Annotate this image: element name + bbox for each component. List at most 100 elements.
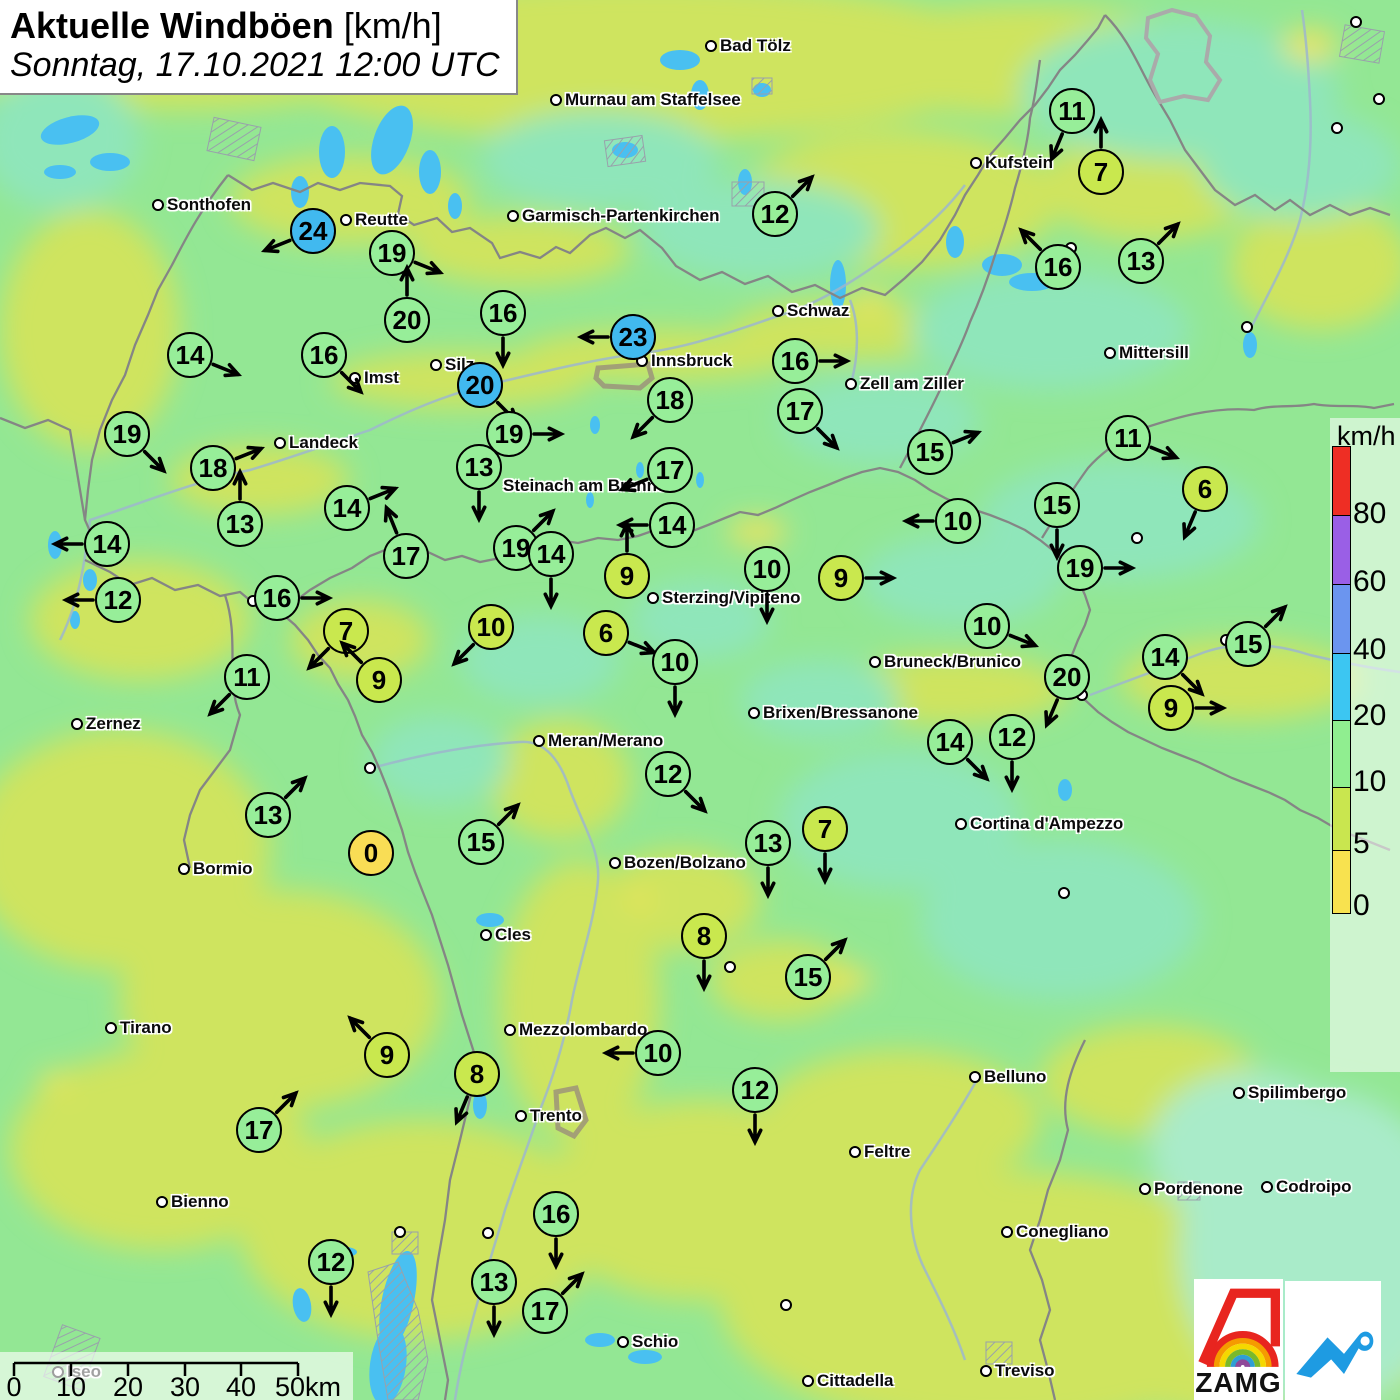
gust-value: 17 <box>785 395 815 426</box>
wind-gust-marker: 14 <box>528 531 574 577</box>
gust-value: 12 <box>103 584 133 615</box>
legend-tick: 5 <box>1353 827 1370 860</box>
wind-gust-marker: 13 <box>456 444 502 490</box>
city-dot <box>349 372 361 384</box>
wind-gust-marker: 20 <box>384 297 430 343</box>
wind-gust-marker: 13 <box>471 1259 517 1305</box>
wind-gust-marker: 15 <box>907 429 953 475</box>
city-dot <box>1331 122 1343 134</box>
wind-gust-marker: 23 <box>610 314 656 360</box>
wind-gust-marker: 9 <box>1148 685 1194 731</box>
legend-segment <box>1333 721 1350 788</box>
city-label: Cles <box>495 925 531 944</box>
legend-segment <box>1333 851 1350 913</box>
wind-gust-marker: 19 <box>486 411 532 457</box>
wind-gust-marker: 20 <box>1044 654 1090 700</box>
wind-gust-marker: 12 <box>308 1239 354 1285</box>
city-dot <box>1241 321 1253 333</box>
gust-value: 16 <box>780 345 810 376</box>
city-label: Mittersill <box>1119 343 1189 362</box>
legend-segment <box>1333 516 1350 585</box>
legend-tick: 40 <box>1353 633 1387 666</box>
city-label: Spilimbergo <box>1248 1083 1347 1102</box>
wind-gust-marker: 13 <box>217 501 263 547</box>
gust-value: 8 <box>696 920 712 951</box>
gust-value: 12 <box>760 198 790 229</box>
wind-gust-marker: 16 <box>772 338 818 384</box>
wind-gust-marker: 8 <box>681 913 727 959</box>
gust-value: 19 <box>112 418 142 449</box>
gust-value: 10 <box>476 611 506 642</box>
gust-value: 16 <box>262 582 292 613</box>
city-label: Brixen/Bressanone <box>763 703 918 722</box>
wind-gust-marker: 10 <box>964 603 1010 649</box>
city-label: Reutte <box>355 210 408 229</box>
city-dot <box>550 94 562 106</box>
wind-gust-marker: 14 <box>84 521 130 567</box>
city-label: Trento <box>530 1106 582 1125</box>
city-dot <box>482 1227 494 1239</box>
city-label: Bruneck/Brunico <box>884 652 1021 671</box>
gust-value: 9 <box>1163 692 1179 723</box>
city-label: Cortina d'Ampezzo <box>970 814 1124 833</box>
map-scale-bar: 0 10 20 30 40 50km <box>0 1352 353 1400</box>
gust-value: 12 <box>316 1246 346 1277</box>
gust-value: 10 <box>660 646 690 677</box>
city-dot <box>274 437 286 449</box>
city-dot <box>748 707 760 719</box>
wind-gust-marker: 15 <box>785 954 831 1000</box>
svg-text:40: 40 <box>226 1372 256 1400</box>
city-dot <box>647 592 659 604</box>
legend-segment <box>1333 788 1350 851</box>
urban-outlines <box>553 7 1223 1140</box>
wind-gust-marker: 14 <box>167 332 213 378</box>
wind-gust-marker: 15 <box>458 819 504 865</box>
wind-gust-marker: 6 <box>1182 466 1228 512</box>
city-dot <box>515 1110 527 1122</box>
gust-value: 12 <box>740 1074 770 1105</box>
city-dot <box>1058 887 1070 899</box>
wind-gust-marker: 12 <box>752 191 798 237</box>
gust-value: 20 <box>392 304 422 335</box>
city-label: Conegliano <box>1016 1222 1109 1241</box>
city-label: Meran/Merano <box>548 731 664 750</box>
wind-gust-marker: 10 <box>935 498 981 544</box>
wind-gust-marker: 17 <box>383 533 429 579</box>
wind-gust-marker: 16 <box>1035 244 1081 290</box>
city-label: Tirano <box>120 1018 172 1037</box>
city-dot <box>430 359 442 371</box>
wind-gust-marker: 6 <box>583 610 629 656</box>
legend-tick: 80 <box>1353 497 1387 530</box>
wind-gust-marker: 19 <box>369 230 415 276</box>
wind-gust-marker: 11 <box>1105 415 1151 461</box>
city-dot <box>1001 1226 1013 1238</box>
gust-value: 0 <box>363 837 379 868</box>
wind-gust-marker: 18 <box>647 377 693 423</box>
map-title: Aktuelle Windböen [km/h] <box>10 5 500 46</box>
city-dot <box>178 863 190 875</box>
city-dot <box>609 857 621 869</box>
city-dot <box>780 1299 792 1311</box>
wind-gust-marker: 9 <box>604 553 650 599</box>
legend-segment <box>1333 654 1350 721</box>
zamg-rainbow-icon <box>1197 1288 1280 1368</box>
gust-value: 15 <box>1042 489 1072 520</box>
city-dot <box>364 762 376 774</box>
wind-gust-marker: 17 <box>647 447 693 493</box>
city-label: Sonthofen <box>167 195 252 214</box>
svg-text:20: 20 <box>113 1372 143 1400</box>
gust-value: 13 <box>253 799 283 830</box>
gust-value: 16 <box>1043 251 1073 282</box>
city-label: Imst <box>364 368 399 387</box>
gust-value: 18 <box>198 452 228 483</box>
wind-gust-marker: 19 <box>1057 545 1103 591</box>
wind-gust-marker: 17 <box>522 1288 568 1334</box>
city-dot <box>1350 16 1362 28</box>
gust-value: 19 <box>377 237 407 268</box>
city-label: Schwaz <box>787 301 850 320</box>
wind-gust-marker: 11 <box>1049 88 1095 134</box>
wind-gust-marker: 24 <box>290 208 336 254</box>
city-dot <box>1104 347 1116 359</box>
gust-value: 11 <box>233 661 261 692</box>
wind-gust-marker: 19 <box>104 411 150 457</box>
